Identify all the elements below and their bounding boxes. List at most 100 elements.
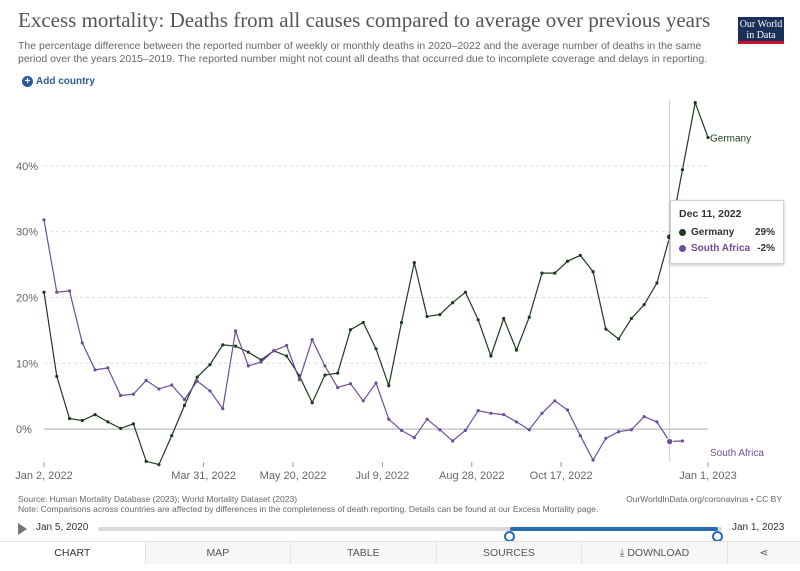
data-point-south-africa bbox=[285, 343, 289, 348]
timeline-track[interactable] bbox=[98, 527, 723, 542]
data-point-south-africa bbox=[323, 364, 327, 368]
data-point-germany bbox=[540, 271, 544, 275]
data-point-south-africa bbox=[604, 436, 608, 440]
tab-download[interactable]: ⤓ DOWNLOAD bbox=[582, 542, 728, 564]
data-point-germany bbox=[221, 343, 225, 347]
owid-logo[interactable]: Our World in Data bbox=[738, 17, 784, 44]
series-line-germany bbox=[43, 100, 709, 466]
tooltip-value: -2% bbox=[757, 243, 775, 254]
tooltip-name: South Africa bbox=[691, 243, 751, 254]
data-point-germany bbox=[144, 459, 148, 463]
data-point-germany bbox=[706, 135, 710, 140]
data-point-germany bbox=[310, 401, 314, 405]
plus-icon: + bbox=[22, 76, 33, 87]
data-point-germany bbox=[348, 328, 353, 332]
data-point-south-africa bbox=[233, 329, 238, 333]
play-icon[interactable] bbox=[18, 523, 27, 535]
tooltip-name: Germany bbox=[691, 227, 735, 238]
timeline-selected-range bbox=[510, 527, 718, 531]
tooltip-value: 29% bbox=[754, 227, 775, 238]
download-label: DOWNLOAD bbox=[627, 547, 690, 559]
data-point-germany bbox=[93, 413, 97, 417]
data-point-south-africa bbox=[502, 413, 506, 417]
series-label-south-africa: South Africa bbox=[710, 448, 764, 459]
data-point-germany bbox=[489, 354, 493, 358]
tab-table[interactable]: TABLE bbox=[291, 542, 437, 564]
germany-dot-icon bbox=[679, 229, 686, 236]
data-point-south-africa bbox=[259, 360, 263, 364]
tooltip-row-south-africa: South Africa -2% bbox=[679, 243, 775, 254]
data-point-south-africa bbox=[208, 389, 212, 393]
data-point-germany bbox=[629, 316, 633, 321]
data-point-south-africa bbox=[489, 411, 493, 415]
data-point-south-africa bbox=[527, 428, 531, 432]
y-tick-label: 40% bbox=[16, 161, 38, 173]
data-point-south-africa bbox=[565, 408, 570, 412]
chart-tooltip: Dec 11, 2022 Germany 29% South Africa -2… bbox=[670, 200, 784, 264]
y-tick-label: 20% bbox=[16, 292, 38, 304]
data-point-south-africa bbox=[93, 368, 97, 372]
data-point-south-africa bbox=[157, 387, 161, 391]
data-point-germany bbox=[182, 403, 187, 407]
data-point-germany bbox=[502, 316, 506, 321]
data-point-germany bbox=[246, 350, 250, 354]
data-point-south-africa bbox=[336, 386, 340, 390]
tooltip-row-germany: Germany 29% bbox=[679, 227, 775, 238]
tab-share[interactable]: ⋖ bbox=[728, 542, 800, 564]
x-tick-label: Jan 1, 2023 bbox=[679, 470, 737, 482]
x-tick-label: May 20, 2022 bbox=[260, 470, 327, 482]
data-point-germany bbox=[412, 260, 416, 265]
tab-chart[interactable]: CHART bbox=[0, 542, 146, 564]
y-tick-label: 30% bbox=[16, 227, 38, 239]
data-point-germany bbox=[476, 318, 480, 322]
data-point-germany bbox=[387, 384, 391, 388]
data-point-germany bbox=[208, 362, 212, 367]
data-point-germany bbox=[374, 347, 378, 351]
line-chart[interactable]: 0% 10% 20% 30% 40% Jan 2, 2022 Mar 31, 2022 May… bbox=[0, 0, 800, 490]
source-text: Source: Human Mortality Database (2023);… bbox=[18, 494, 298, 504]
tab-bar: CHART MAP TABLE SOURCES ⤓ DOWNLOAD ⋖ bbox=[0, 541, 800, 564]
data-point-germany bbox=[680, 168, 685, 172]
data-point-south-africa bbox=[348, 382, 353, 386]
y-tick-label: 0% bbox=[16, 424, 32, 436]
add-country-button[interactable]: + Add country bbox=[22, 76, 95, 87]
data-point-south-africa bbox=[106, 366, 110, 370]
data-point-south-africa bbox=[578, 434, 582, 438]
data-point-south-africa bbox=[451, 439, 455, 443]
chart-subtitle: The percentage difference between the re… bbox=[18, 40, 708, 65]
data-point-germany bbox=[617, 337, 621, 341]
data-point-south-africa bbox=[144, 378, 148, 382]
data-point-germany bbox=[80, 418, 84, 423]
data-point-germany bbox=[42, 290, 46, 294]
add-country-label: Add country bbox=[36, 76, 95, 87]
x-tick-label: Jan 2, 2022 bbox=[15, 470, 73, 482]
data-point-south-africa bbox=[412, 436, 416, 440]
data-point-germany bbox=[157, 463, 161, 467]
data-point-south-africa bbox=[540, 411, 544, 415]
data-point-germany bbox=[514, 348, 519, 352]
data-point-south-africa bbox=[80, 341, 84, 345]
tab-sources[interactable]: SOURCES bbox=[437, 542, 583, 564]
data-point-germany bbox=[233, 344, 238, 348]
data-point-germany bbox=[285, 354, 289, 358]
south-africa-dot-icon bbox=[679, 245, 686, 252]
x-tick-label: Aug 28, 2022 bbox=[439, 470, 504, 482]
data-point-south-africa bbox=[425, 417, 429, 421]
logo-line-1: Our World bbox=[739, 19, 783, 30]
owid-link[interactable]: OurWorldInData.org/coronavirus • CC BY bbox=[626, 494, 782, 504]
data-point-germany bbox=[693, 101, 697, 105]
data-point-germany bbox=[655, 281, 659, 285]
timeline-start-label: Jan 5, 2020 bbox=[36, 522, 89, 533]
data-point-south-africa bbox=[463, 428, 467, 433]
data-point-south-africa bbox=[617, 430, 621, 434]
data-point-south-africa bbox=[297, 378, 301, 382]
timeline[interactable]: Jan 5, 2020 Jan 1, 2023 bbox=[0, 518, 800, 542]
data-point-south-africa bbox=[553, 399, 557, 403]
data-point-south-africa bbox=[629, 428, 633, 432]
tab-map[interactable]: MAP bbox=[146, 542, 292, 564]
data-point-germany bbox=[106, 420, 110, 424]
tooltip-date: Dec 11, 2022 bbox=[679, 208, 742, 220]
data-point-south-africa bbox=[399, 428, 404, 433]
y-tick-label: 10% bbox=[16, 358, 38, 370]
data-point-south-africa bbox=[361, 399, 365, 403]
